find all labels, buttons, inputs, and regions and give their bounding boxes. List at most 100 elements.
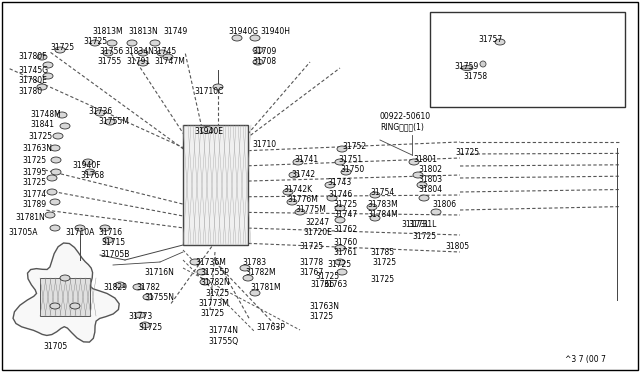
Text: 31780: 31780 [18,87,42,96]
Text: 31784M: 31784M [367,210,397,219]
Text: 31743: 31743 [327,178,351,187]
Ellipse shape [335,159,345,165]
Ellipse shape [327,195,337,201]
Text: 31725: 31725 [22,156,46,165]
Text: 31746: 31746 [328,190,352,199]
Ellipse shape [37,84,47,90]
Text: 31829: 31829 [103,283,127,292]
Ellipse shape [250,290,260,296]
Ellipse shape [417,182,427,188]
Text: 31754: 31754 [370,188,394,197]
Text: 31709: 31709 [252,47,276,56]
Ellipse shape [135,312,145,318]
Ellipse shape [50,145,60,151]
Text: 31780F: 31780F [18,52,47,61]
Bar [183,125,248,245]
Text: 31761: 31761 [333,248,357,257]
Text: 31715: 31715 [101,238,125,247]
Text: 31748M: 31748M [30,110,61,119]
Ellipse shape [201,126,213,134]
Ellipse shape [213,84,223,90]
Text: 31774: 31774 [22,190,46,199]
Text: 31782N: 31782N [200,278,230,287]
Text: 31778: 31778 [299,258,323,267]
Text: 31725: 31725 [28,132,52,141]
Text: 31725: 31725 [22,178,46,187]
Text: 31755P: 31755P [200,268,229,277]
Text: 31710C: 31710C [194,87,223,96]
Text: 31710: 31710 [252,140,276,149]
Ellipse shape [335,259,345,265]
Text: 31725: 31725 [83,37,107,46]
Ellipse shape [367,204,377,210]
Ellipse shape [419,195,429,201]
Ellipse shape [83,159,93,165]
Text: 31834N: 31834N [124,47,154,56]
Text: 31813M: 31813M [92,27,123,36]
Bar [430,12,625,107]
Text: 31801: 31801 [413,155,437,164]
Text: 31725: 31725 [50,43,74,52]
Text: 31804: 31804 [418,185,442,194]
Ellipse shape [50,199,60,205]
Text: 31725: 31725 [412,232,436,241]
Ellipse shape [50,303,60,309]
Polygon shape [13,243,119,342]
Ellipse shape [431,209,441,215]
Text: 31776M: 31776M [287,195,318,204]
Text: 31767: 31767 [299,268,323,277]
Text: 31749: 31749 [163,27,188,36]
Text: 31751: 31751 [338,155,362,164]
Ellipse shape [50,225,60,231]
Ellipse shape [90,40,100,46]
Text: 31705: 31705 [43,342,67,351]
Text: 31782: 31782 [136,283,160,292]
Text: 31716: 31716 [98,228,122,237]
Bar [40,278,90,316]
Text: 31747M: 31747M [154,57,185,66]
Ellipse shape [47,189,57,195]
Text: 31789: 31789 [22,200,46,209]
Text: 31940G: 31940G [228,27,258,36]
Text: 31940H: 31940H [260,27,290,36]
Ellipse shape [495,39,505,45]
Text: 31752: 31752 [342,142,366,151]
Text: 31760: 31760 [333,238,357,247]
Text: 31763N: 31763N [22,144,52,153]
Text: 31775M: 31775M [295,205,326,214]
Text: 31773M: 31773M [198,299,229,308]
Ellipse shape [335,245,345,251]
Text: 31940F: 31940F [72,161,100,170]
Ellipse shape [150,40,160,46]
Ellipse shape [47,175,57,181]
Text: 31774N: 31774N [208,326,238,335]
Text: 31791: 31791 [126,57,150,66]
Ellipse shape [341,169,351,175]
Text: 31802: 31802 [418,165,442,174]
Ellipse shape [243,275,253,281]
Text: 31781N: 31781N [15,213,45,222]
Text: 31741: 31741 [294,155,318,164]
Text: 31758: 31758 [463,72,487,81]
Text: 31708: 31708 [252,57,276,66]
Text: 31755: 31755 [97,57,121,66]
Text: 31806: 31806 [432,200,456,209]
Ellipse shape [57,112,67,118]
Ellipse shape [240,265,250,271]
Text: 31766: 31766 [310,280,334,289]
Ellipse shape [140,322,150,328]
Ellipse shape [105,119,115,125]
Text: 31756: 31756 [99,47,124,56]
Ellipse shape [253,59,263,65]
Text: 31710A: 31710A [65,228,94,237]
Ellipse shape [283,189,293,195]
Ellipse shape [95,110,105,116]
Text: 31763: 31763 [323,280,348,289]
Text: 31803: 31803 [418,175,442,184]
Ellipse shape [37,54,47,60]
Ellipse shape [200,279,210,285]
Text: 31745G: 31745G [18,66,48,75]
Ellipse shape [85,169,95,175]
Text: 31750: 31750 [340,165,364,174]
Ellipse shape [70,303,80,309]
